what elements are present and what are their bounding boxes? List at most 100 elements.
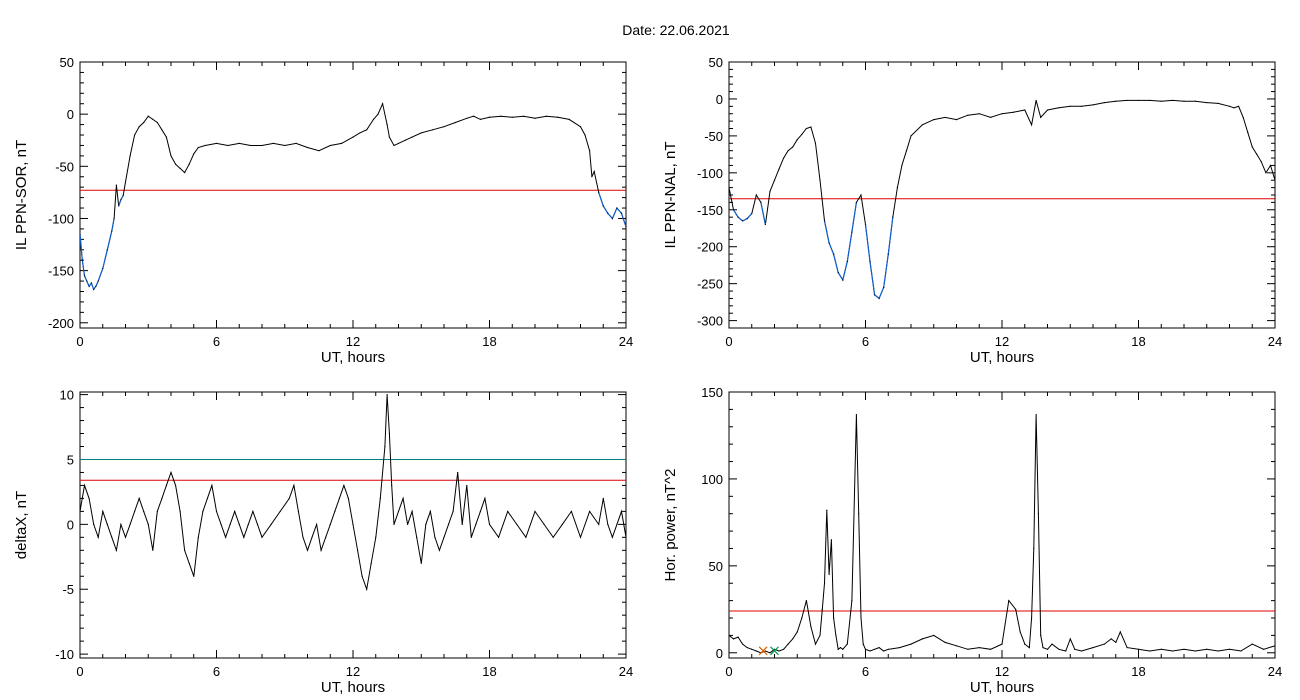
data-point bbox=[978, 113, 980, 115]
data-point bbox=[620, 212, 623, 214]
data-point bbox=[404, 139, 406, 141]
data-point bbox=[787, 643, 789, 645]
data-point bbox=[165, 484, 168, 487]
data-point bbox=[134, 134, 136, 136]
data-point bbox=[397, 142, 400, 144]
data-point bbox=[225, 536, 227, 538]
x-axis-label: UT, hours bbox=[970, 349, 1034, 366]
data-point bbox=[737, 636, 739, 638]
data-point bbox=[589, 510, 591, 512]
data-point bbox=[864, 648, 867, 650]
x-tick-label: 12 bbox=[346, 664, 360, 679]
data-point bbox=[773, 648, 776, 650]
y-axis-label: IL PPN-SOR, nT bbox=[13, 140, 30, 250]
data-point bbox=[184, 549, 186, 551]
y-tick-label: -100 bbox=[697, 166, 723, 181]
data-point bbox=[161, 129, 163, 131]
data-point bbox=[921, 124, 923, 126]
data-point bbox=[1019, 631, 1021, 633]
data-point bbox=[944, 116, 946, 119]
data-point bbox=[193, 575, 195, 577]
data-point bbox=[1137, 648, 1140, 650]
data-point bbox=[1058, 648, 1060, 650]
y-tick-label: -100 bbox=[48, 211, 74, 226]
data-point bbox=[161, 497, 163, 499]
data-point bbox=[1008, 600, 1010, 602]
data-point bbox=[1110, 638, 1112, 640]
data-point bbox=[250, 144, 252, 147]
data-point bbox=[778, 650, 780, 652]
data-point bbox=[388, 432, 390, 435]
data-point bbox=[165, 136, 168, 138]
data-point bbox=[837, 271, 839, 274]
data-point bbox=[589, 150, 591, 152]
data-point bbox=[215, 142, 218, 144]
data-point bbox=[611, 217, 613, 220]
data-point bbox=[846, 643, 848, 645]
data-point bbox=[1033, 547, 1035, 550]
data-point bbox=[746, 218, 748, 220]
data-point bbox=[443, 126, 445, 128]
data-point bbox=[361, 575, 363, 577]
data-point bbox=[1274, 645, 1275, 647]
data-point bbox=[124, 536, 127, 538]
data-point bbox=[102, 267, 104, 270]
data-point bbox=[402, 497, 404, 499]
data-point bbox=[805, 600, 807, 602]
data-point bbox=[1233, 107, 1235, 109]
data-point bbox=[1206, 648, 1208, 650]
data-point bbox=[229, 523, 231, 525]
data-point bbox=[279, 510, 281, 512]
data-point bbox=[316, 523, 318, 525]
data-point bbox=[821, 608, 823, 610]
data-point bbox=[179, 510, 181, 512]
data-point bbox=[252, 510, 254, 512]
data-point bbox=[143, 121, 145, 124]
x-tick-label: 12 bbox=[346, 334, 360, 349]
x-tick-label: 12 bbox=[995, 334, 1009, 349]
data-point bbox=[261, 144, 263, 147]
y-tick-label: 50 bbox=[709, 55, 723, 70]
data-point bbox=[488, 523, 491, 525]
data-point bbox=[620, 510, 623, 512]
data-point bbox=[434, 536, 436, 538]
y-tick-label: -300 bbox=[697, 314, 723, 329]
data-point bbox=[1051, 643, 1053, 645]
data-point bbox=[1028, 646, 1030, 649]
data-point bbox=[302, 536, 304, 538]
data-point bbox=[801, 617, 803, 619]
data-point bbox=[174, 484, 177, 487]
y-tick-label: 50 bbox=[60, 55, 74, 70]
x-tick-label: 18 bbox=[1131, 334, 1145, 349]
data-point bbox=[90, 282, 92, 284]
data-point bbox=[457, 471, 459, 474]
y-tick-label: 5 bbox=[67, 452, 74, 467]
data-point bbox=[534, 510, 536, 512]
data-point bbox=[892, 216, 894, 218]
data-point bbox=[1265, 172, 1267, 174]
data-point bbox=[113, 217, 115, 220]
data-point bbox=[1069, 105, 1071, 107]
data-point bbox=[760, 201, 762, 203]
data-point bbox=[238, 523, 240, 525]
y-tick-label: 100 bbox=[701, 472, 723, 487]
highlight-segment bbox=[732, 209, 753, 222]
chart-panel-2: 0 6 12 18 24 -300 -250 -200 -150 -100 -50 0 50 UT, ho… bbox=[662, 55, 1282, 366]
data-point bbox=[420, 562, 422, 564]
data-point bbox=[432, 129, 434, 131]
data-point bbox=[511, 116, 513, 118]
data-point bbox=[1042, 646, 1044, 649]
data-point bbox=[833, 617, 835, 619]
data-point bbox=[247, 523, 249, 525]
data-point bbox=[1069, 638, 1071, 640]
x-axis-label: UT, hours bbox=[970, 679, 1034, 696]
data-point bbox=[359, 132, 361, 134]
data-point bbox=[147, 523, 149, 525]
data-point bbox=[129, 523, 131, 525]
data-point bbox=[796, 138, 798, 141]
data-point bbox=[814, 142, 817, 144]
data-point bbox=[188, 562, 190, 564]
data-point bbox=[769, 190, 771, 192]
data-point bbox=[156, 121, 158, 124]
